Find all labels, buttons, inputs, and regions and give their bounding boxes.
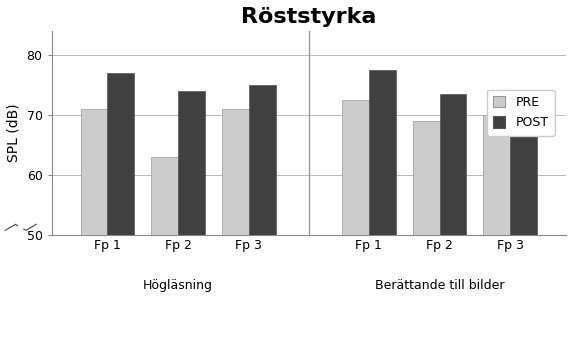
Y-axis label: SPL (dB): SPL (dB): [7, 104, 21, 162]
Bar: [151, 157, 178, 235]
Text: Högläsning: Högläsning: [143, 279, 213, 292]
Bar: [178, 91, 205, 235]
Bar: [107, 73, 134, 235]
Bar: [484, 115, 510, 235]
Bar: [439, 94, 466, 235]
Legend: PRE, POST: PRE, POST: [486, 89, 555, 136]
Bar: [342, 100, 369, 235]
Text: Berättande till bilder: Berättande till bilder: [375, 279, 504, 292]
Bar: [80, 109, 107, 235]
Bar: [222, 109, 249, 235]
Bar: [369, 70, 396, 235]
Title: Röststyrka: Röststyrka: [241, 7, 376, 27]
Bar: [510, 97, 537, 235]
Bar: [413, 121, 439, 235]
Bar: [249, 85, 276, 235]
